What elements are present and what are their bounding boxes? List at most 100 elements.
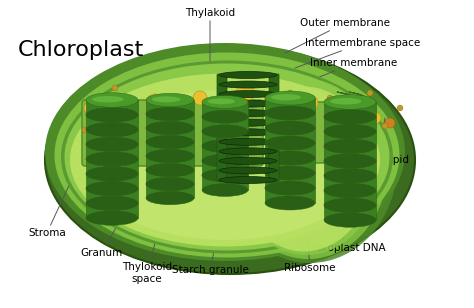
FancyBboxPatch shape: [265, 173, 315, 188]
Circle shape: [125, 128, 135, 138]
Ellipse shape: [45, 43, 405, 261]
Ellipse shape: [265, 91, 315, 105]
Circle shape: [382, 123, 388, 129]
Ellipse shape: [324, 124, 376, 139]
Ellipse shape: [219, 119, 277, 126]
Text: Starch granule: Starch granule: [172, 93, 248, 275]
Ellipse shape: [202, 154, 248, 167]
Ellipse shape: [202, 110, 248, 123]
Ellipse shape: [64, 63, 390, 250]
Ellipse shape: [86, 93, 138, 107]
Ellipse shape: [324, 198, 376, 213]
Ellipse shape: [202, 154, 248, 167]
FancyBboxPatch shape: [86, 100, 138, 115]
Text: Drop of lipid: Drop of lipid: [345, 118, 409, 165]
Text: Granum: Granum: [81, 138, 165, 258]
FancyBboxPatch shape: [267, 102, 363, 163]
Ellipse shape: [324, 139, 376, 153]
Ellipse shape: [324, 198, 376, 213]
Ellipse shape: [265, 181, 315, 195]
Ellipse shape: [152, 96, 181, 102]
Ellipse shape: [265, 151, 315, 165]
Ellipse shape: [86, 196, 138, 211]
Ellipse shape: [232, 79, 380, 255]
Ellipse shape: [146, 163, 194, 177]
Ellipse shape: [324, 95, 376, 109]
Ellipse shape: [146, 177, 194, 191]
Text: Stroma: Stroma: [28, 123, 98, 238]
FancyBboxPatch shape: [324, 191, 376, 205]
Ellipse shape: [202, 184, 248, 197]
Ellipse shape: [86, 137, 138, 152]
Circle shape: [193, 91, 207, 105]
Ellipse shape: [146, 149, 194, 163]
Ellipse shape: [202, 125, 248, 138]
Ellipse shape: [265, 106, 315, 120]
FancyBboxPatch shape: [202, 117, 248, 131]
FancyBboxPatch shape: [202, 161, 248, 175]
Text: Thylakoid: Thylakoid: [185, 8, 235, 88]
Ellipse shape: [146, 177, 194, 191]
Ellipse shape: [202, 169, 248, 182]
Ellipse shape: [265, 166, 315, 180]
FancyBboxPatch shape: [86, 188, 138, 203]
Ellipse shape: [222, 63, 398, 263]
FancyBboxPatch shape: [146, 128, 194, 142]
Ellipse shape: [61, 60, 393, 253]
Circle shape: [146, 94, 164, 112]
Ellipse shape: [146, 121, 194, 135]
FancyBboxPatch shape: [86, 203, 138, 218]
Circle shape: [165, 108, 175, 118]
FancyBboxPatch shape: [86, 159, 138, 174]
FancyBboxPatch shape: [86, 144, 138, 159]
Ellipse shape: [219, 129, 277, 136]
FancyBboxPatch shape: [146, 156, 194, 170]
Ellipse shape: [324, 154, 376, 168]
Ellipse shape: [265, 196, 315, 210]
Ellipse shape: [219, 100, 277, 107]
FancyBboxPatch shape: [265, 113, 315, 128]
Ellipse shape: [146, 93, 194, 107]
Ellipse shape: [265, 121, 315, 135]
Ellipse shape: [146, 163, 194, 177]
Ellipse shape: [324, 213, 376, 227]
Ellipse shape: [86, 122, 138, 137]
Ellipse shape: [86, 107, 138, 122]
Ellipse shape: [235, 87, 373, 252]
FancyBboxPatch shape: [202, 102, 248, 117]
Ellipse shape: [86, 107, 138, 122]
Ellipse shape: [70, 74, 380, 246]
Ellipse shape: [219, 81, 277, 88]
Ellipse shape: [219, 91, 277, 98]
Ellipse shape: [146, 121, 194, 135]
FancyBboxPatch shape: [146, 170, 194, 184]
Ellipse shape: [265, 106, 315, 120]
FancyBboxPatch shape: [324, 205, 376, 220]
Ellipse shape: [45, 46, 415, 274]
Text: Chloroplast DNA: Chloroplast DNA: [300, 103, 386, 253]
Ellipse shape: [202, 140, 248, 152]
Ellipse shape: [86, 166, 138, 181]
Text: Lamella: Lamella: [310, 128, 386, 138]
Ellipse shape: [324, 154, 376, 168]
Ellipse shape: [219, 110, 277, 117]
Ellipse shape: [265, 151, 315, 165]
Ellipse shape: [324, 183, 376, 198]
FancyBboxPatch shape: [86, 115, 138, 129]
Ellipse shape: [146, 149, 194, 163]
Circle shape: [369, 112, 381, 124]
Text: Chloroplast: Chloroplast: [18, 40, 144, 60]
Ellipse shape: [146, 107, 194, 121]
Circle shape: [287, 90, 293, 96]
Circle shape: [92, 95, 98, 101]
Ellipse shape: [228, 71, 388, 259]
Ellipse shape: [271, 94, 301, 100]
FancyBboxPatch shape: [202, 175, 248, 190]
Ellipse shape: [324, 168, 376, 183]
Ellipse shape: [85, 90, 365, 240]
Text: Intermembrane space: Intermembrane space: [295, 38, 420, 68]
Ellipse shape: [202, 169, 248, 182]
Ellipse shape: [219, 167, 277, 174]
Ellipse shape: [208, 99, 235, 104]
Ellipse shape: [202, 95, 248, 108]
